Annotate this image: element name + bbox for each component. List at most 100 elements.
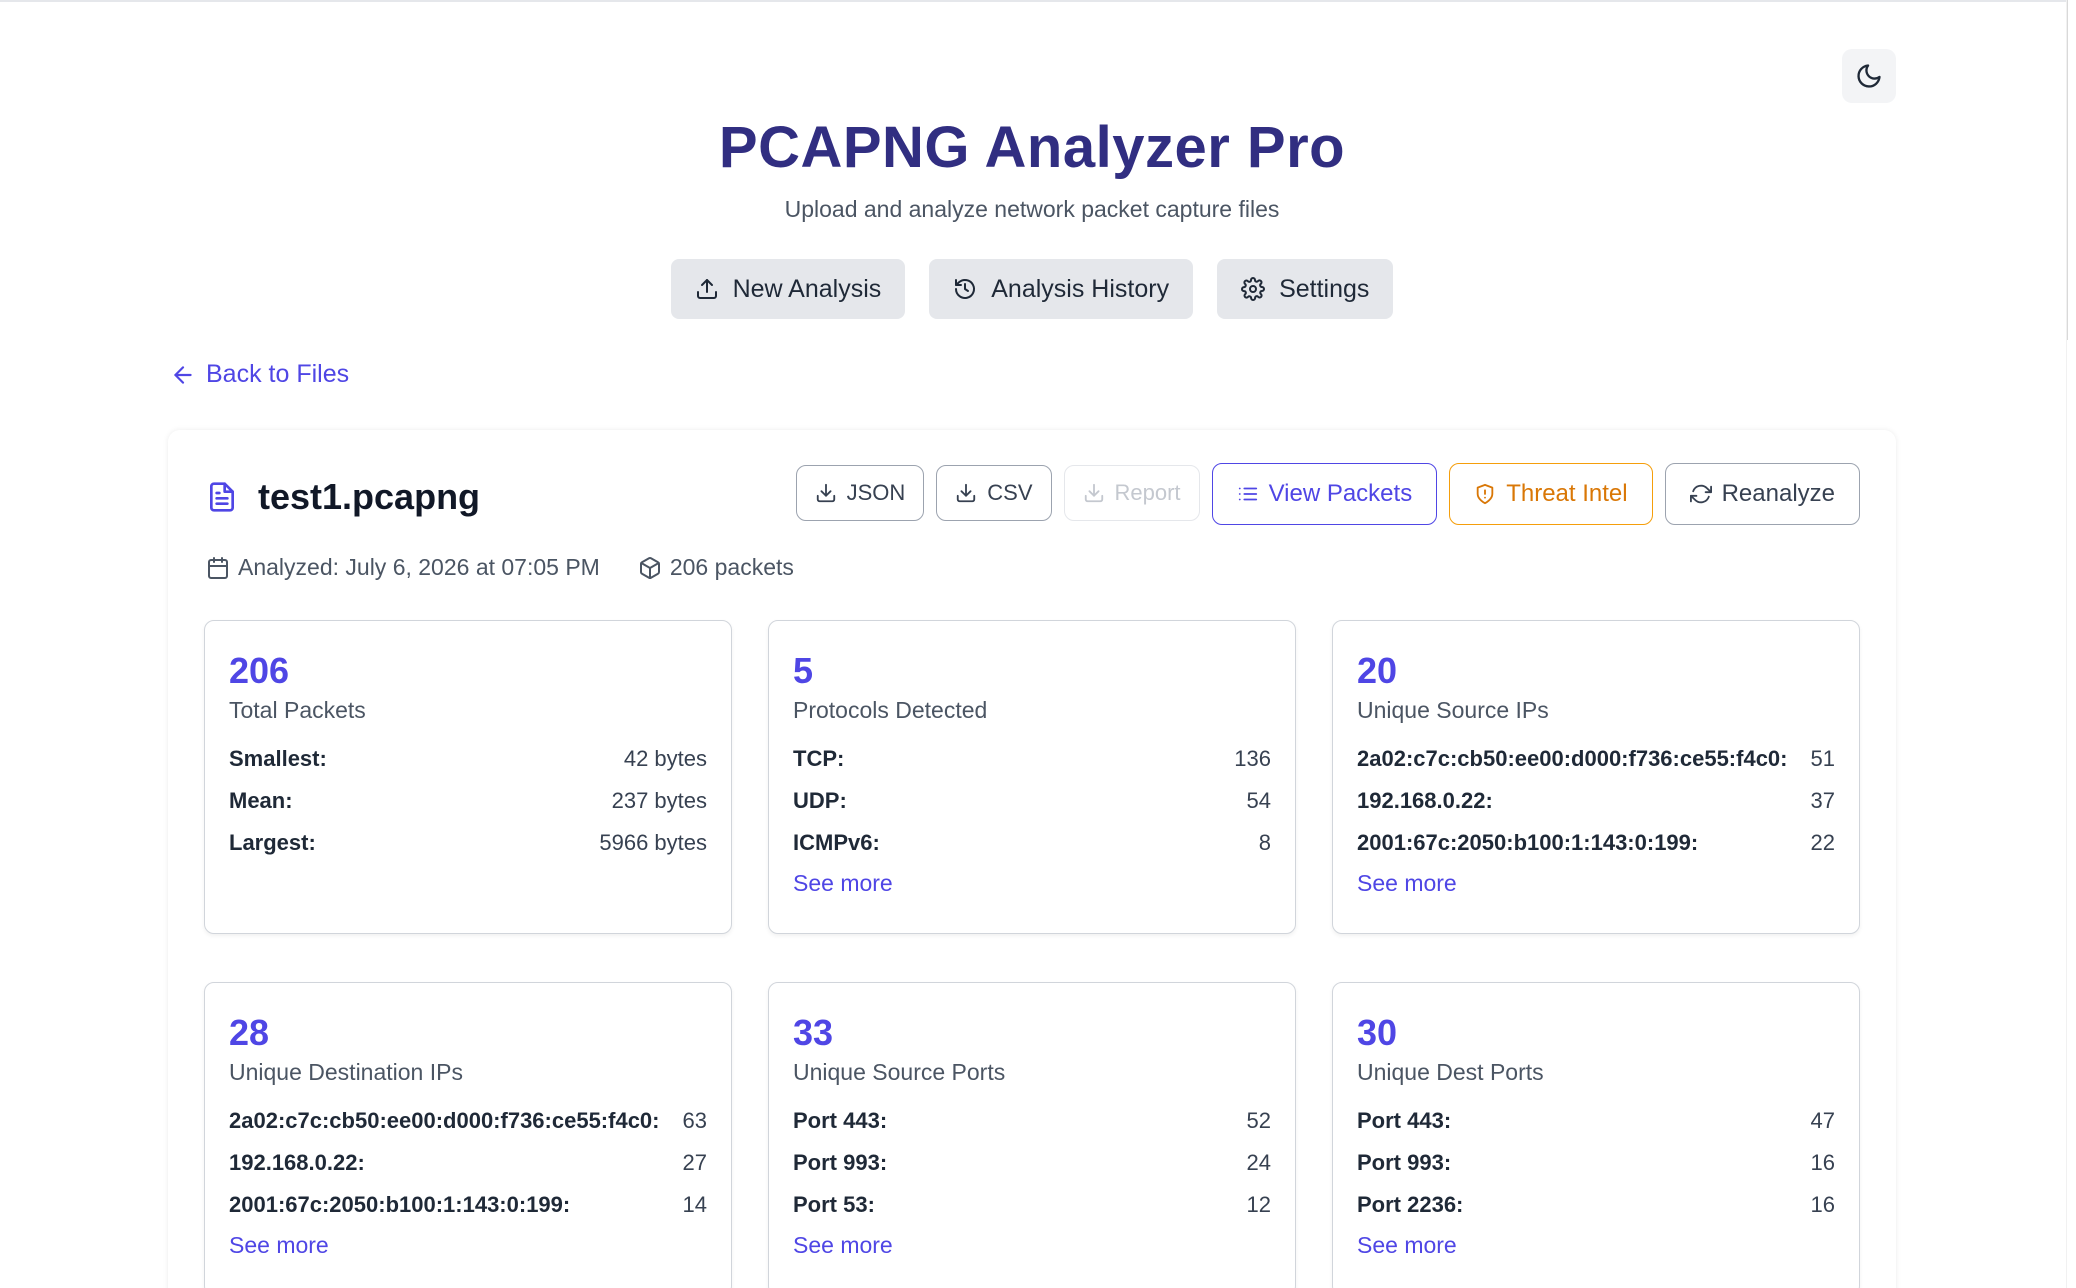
page-title: PCAPNG Analyzer Pro xyxy=(718,115,1346,180)
upload-icon xyxy=(696,279,717,299)
back-to-files-label: Back to Files xyxy=(206,360,350,388)
export-json-button[interactable]: JSON xyxy=(795,465,925,521)
stat-rows: Smallest: 42 bytes Mean: 237 bytes Largest… xyxy=(229,738,707,864)
stat-card-source-ports: 33 Unique Source Ports Port 443: 52 Port … xyxy=(768,982,1296,1288)
stat-row: 192.168.0.22: 27 xyxy=(229,1150,707,1175)
refresh-icon xyxy=(1689,484,1712,504)
stat-row: UDP: 54 xyxy=(793,788,1271,813)
package-icon xyxy=(639,556,660,579)
analysis-history-label: Analysis History xyxy=(991,274,1170,303)
stat-row: ICMPv6: 8 xyxy=(793,830,1271,855)
export-json-label: JSON xyxy=(846,480,906,505)
file-icon xyxy=(210,482,234,512)
file-meta: Analyzed: July 6, 2026 at 07:05 PM 206 p… xyxy=(206,554,794,581)
packet-count: 206 packets xyxy=(638,554,794,581)
stat-value: 206 xyxy=(229,650,290,691)
export-csv-label: CSV xyxy=(987,480,1033,505)
back-to-files-link[interactable]: Back to Files xyxy=(170,360,349,389)
stat-card-protocols: 5 Protocols Detected TCP: 136 UDP: 54 ICMP… xyxy=(768,620,1296,934)
stat-card-total-packets: 206 Total Packets Smallest: 42 bytes Mean… xyxy=(204,620,732,934)
export-csv-button[interactable]: CSV xyxy=(936,465,1052,521)
stat-row: 192.168.0.22: 37 xyxy=(1357,788,1835,813)
stat-row: TCP: 136 xyxy=(793,746,1271,771)
stat-row: Mean: 237 bytes xyxy=(229,788,707,813)
settings-label: Settings xyxy=(1279,274,1370,303)
moon-icon xyxy=(1857,64,1881,88)
main-nav: New Analysis Analysis History Settings xyxy=(0,259,2064,319)
stat-card-destination-ips: 28 Unique Destination IPs 2a02:c7c:cb50:… xyxy=(204,982,732,1288)
theme-toggle-button[interactable] xyxy=(1842,49,1896,103)
stat-label: Total Packets xyxy=(229,697,366,723)
stat-value: 20 xyxy=(1357,650,1398,691)
analysis-history-button[interactable]: Analysis History xyxy=(929,259,1194,319)
new-analysis-label: New Analysis xyxy=(732,274,882,303)
list-icon xyxy=(1238,487,1257,501)
stat-row: Port 443: 52 xyxy=(793,1108,1271,1133)
stat-rows: Port 443: 52 Port 993: 24 Port 53: 12 xyxy=(793,1100,1271,1226)
stat-row: Port 993: 16 xyxy=(1357,1150,1835,1175)
stat-rows: 2a02:c7c:cb50:ee00:d000:f736:ce55:f4c0: 6… xyxy=(229,1100,707,1226)
top-border xyxy=(0,0,2076,2)
new-analysis-button[interactable]: New Analysis xyxy=(670,259,906,319)
settings-button[interactable]: Settings xyxy=(1217,259,1394,319)
download-icon xyxy=(816,483,835,503)
stat-row: 2001:67c:2050:b100:1:143:0:199: 14 xyxy=(229,1192,707,1217)
stat-label: Unique Source IPs xyxy=(1357,697,1549,723)
stat-row: Port 443: 47 xyxy=(1357,1108,1835,1133)
gear-icon xyxy=(1241,277,1266,301)
stat-row: 2a02:c7c:cb50:ee00:d000:f736:ce55:f4c0: 6… xyxy=(229,1108,707,1133)
scrollbar-thumb[interactable] xyxy=(2067,0,2075,340)
file-actions: JSON CSV Report View Packets Threat Inte… xyxy=(795,463,1860,525)
stat-row: Port 53: 12 xyxy=(793,1192,1271,1217)
see-more-link[interactable]: See more xyxy=(229,1232,329,1258)
stat-value: 28 xyxy=(229,1012,270,1053)
view-packets-label: View Packets xyxy=(1268,480,1413,507)
stat-row: Smallest: 42 bytes xyxy=(229,746,707,771)
view-packets-button[interactable]: View Packets xyxy=(1211,463,1438,525)
page-subtitle: Upload and analyze network packet captur… xyxy=(784,196,1280,222)
header: PCAPNG Analyzer Pro Upload and analyze n… xyxy=(0,110,2064,223)
see-more-link[interactable]: See more xyxy=(793,870,893,896)
shield-alert-icon xyxy=(1476,483,1494,505)
see-more-link[interactable]: See more xyxy=(1357,870,1457,896)
history-icon xyxy=(955,279,976,299)
analyzed-date-text: Analyzed: July 6, 2026 at 07:05 PM xyxy=(238,554,600,580)
stat-rows: TCP: 136 UDP: 54 ICMPv6: 8 xyxy=(793,738,1271,864)
stat-row: 2001:67c:2050:b100:1:143:0:199: 22 xyxy=(1357,830,1835,855)
threat-intel-button[interactable]: Threat Intel xyxy=(1449,463,1653,525)
scrollbar-track[interactable] xyxy=(2066,0,2076,1288)
see-more-link[interactable]: See more xyxy=(793,1232,893,1258)
stat-value: 33 xyxy=(793,1012,834,1053)
see-more-link[interactable]: See more xyxy=(1357,1232,1457,1258)
packet-count-text: 206 packets xyxy=(669,554,794,580)
analyzed-date: Analyzed: July 6, 2026 at 07:05 PM xyxy=(206,554,600,581)
stat-label: Protocols Detected xyxy=(793,697,988,723)
stats-grid: 206 Total Packets Smallest: 42 bytes Mean… xyxy=(204,620,1860,1288)
export-report-label: Report xyxy=(1114,480,1181,505)
calendar-icon xyxy=(208,556,228,579)
stat-label: Unique Destination IPs xyxy=(229,1059,463,1085)
stat-rows: Port 443: 47 Port 993: 16 Port 2236: 16 xyxy=(1357,1100,1835,1226)
download-icon xyxy=(1084,483,1103,503)
stat-label: Unique Source Ports xyxy=(793,1059,1006,1085)
arrow-left-icon xyxy=(174,365,192,384)
stat-card-dest-ports: 30 Unique Dest Ports Port 443: 47 Port 99… xyxy=(1332,982,1860,1288)
download-icon xyxy=(957,483,976,503)
stat-value: 30 xyxy=(1357,1012,1398,1053)
analysis-panel: test1.pcapng JSON CSV Report View Packet… xyxy=(168,430,1896,1288)
reanalyze-button[interactable]: Reanalyze xyxy=(1664,463,1860,525)
stat-value: 5 xyxy=(793,650,814,691)
file-name: test1.pcapng xyxy=(258,476,481,517)
stat-row: Largest: 5966 bytes xyxy=(229,830,707,855)
reanalyze-label: Reanalyze xyxy=(1721,480,1835,507)
stat-row: Port 2236: 16 xyxy=(1357,1192,1835,1217)
stat-label: Unique Dest Ports xyxy=(1357,1059,1544,1085)
export-report-button[interactable]: Report xyxy=(1063,465,1200,521)
file-header: test1.pcapng xyxy=(206,476,480,518)
threat-intel-label: Threat Intel xyxy=(1506,480,1628,507)
stat-row: 2a02:c7c:cb50:ee00:d000:f736:ce55:f4c0: 5… xyxy=(1357,746,1835,771)
stat-card-source-ips: 20 Unique Source IPs 2a02:c7c:cb50:ee00:… xyxy=(1332,620,1860,934)
stat-row: Port 993: 24 xyxy=(793,1150,1271,1175)
stat-rows: 2a02:c7c:cb50:ee00:d000:f736:ce55:f4c0: 5… xyxy=(1357,738,1835,864)
